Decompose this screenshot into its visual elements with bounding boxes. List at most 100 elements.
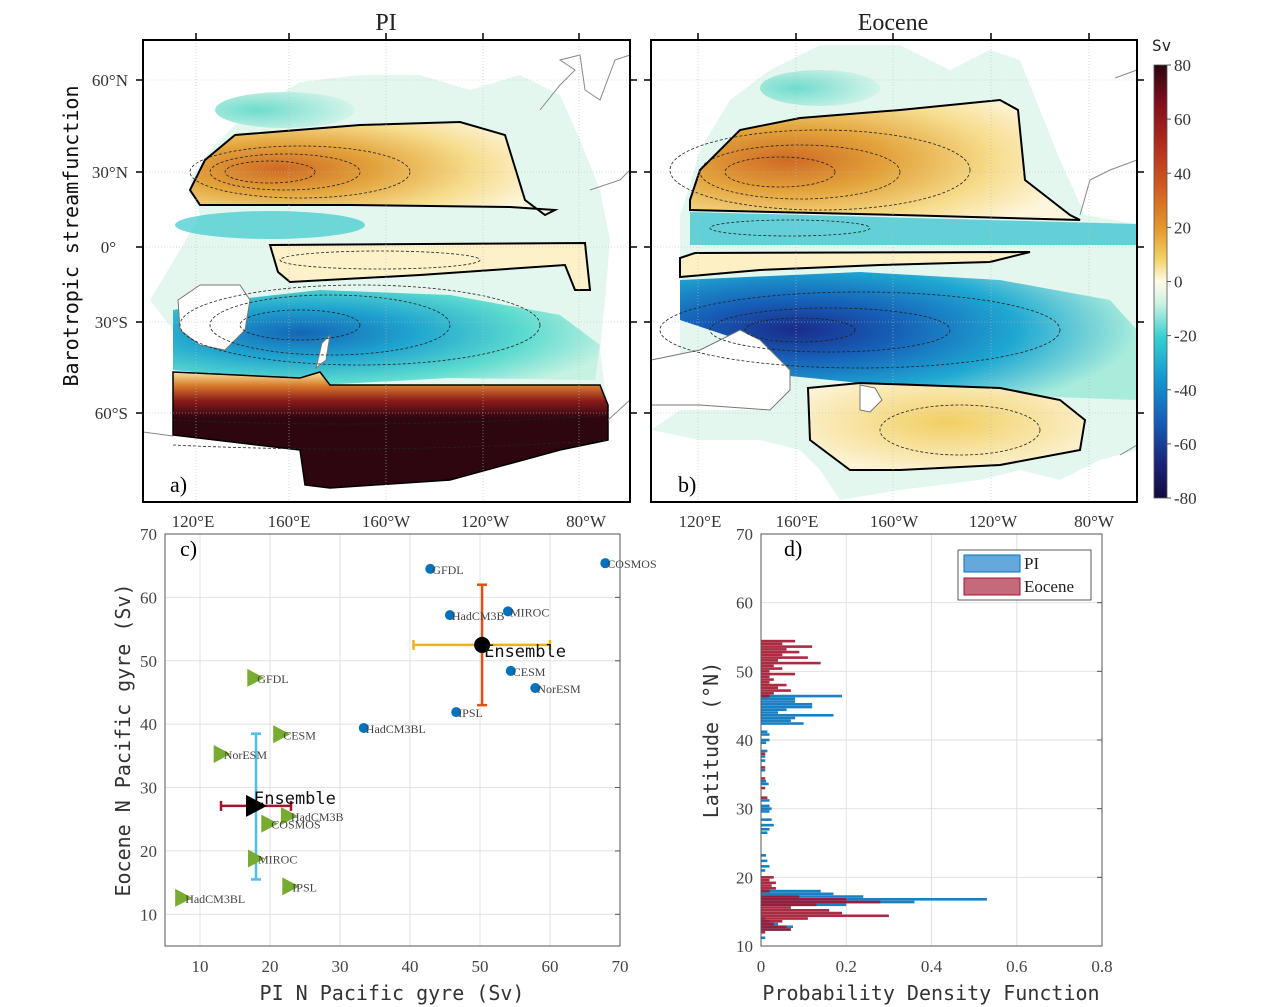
scatter-point-label: CESM — [283, 728, 316, 742]
histogram-bars — [761, 639, 987, 940]
histogram-bar-pi — [761, 708, 787, 712]
scatter-point-circle — [358, 722, 369, 733]
histogram-tick-labels: 0 0.2 0.4 0.6 0.8 10 20 30 40 50 60 70 — [736, 525, 1113, 976]
scatter-xtick-label: 20 — [262, 957, 279, 976]
histogram-bar-eocene — [761, 908, 830, 912]
histogram-bar-pi — [761, 895, 864, 898]
histogram-ylabel: Latitude (°N) — [699, 662, 723, 819]
histogram-bar-pi — [761, 859, 768, 863]
scatter-tick-labels: 10 20 30 40 50 60 70 10 20 30 40 50 60 70 — [140, 525, 629, 976]
lat-tick: 60°N — [92, 71, 128, 90]
scatter-frame — [164, 533, 621, 947]
histogram-xtick-label: 0.4 — [921, 957, 943, 976]
histogram-bar-pi — [761, 782, 769, 786]
histogram-bar-pi — [761, 807, 772, 810]
scatter-point-circle — [503, 606, 513, 617]
panel-b-map: Eocene — [644, 10, 1144, 531]
histogram-bar-eocene — [761, 752, 766, 756]
scatter-point-circle — [444, 610, 455, 621]
histogram-bar-eocene — [761, 692, 774, 695]
scatter-point-label: COSMOS — [271, 818, 320, 832]
lon-tick: 160°E — [776, 512, 819, 531]
histogram-bar-pi — [761, 779, 767, 783]
histogram-bar-eocene — [761, 667, 783, 670]
histogram-bar-eocene — [761, 917, 808, 920]
map-ylabel: Barotropic streamfunction — [59, 85, 83, 386]
histogram-bar-eocene — [761, 686, 779, 690]
histogram-bar-eocene — [761, 925, 787, 929]
panel-b-title: Eocene — [858, 10, 929, 36]
lat-tick: 30°S — [95, 313, 128, 332]
colorbar-tick-label: 40 — [1174, 164, 1191, 183]
scatter-point-label: HadCM3BL — [366, 722, 426, 736]
histogram-bar-pi — [761, 823, 774, 827]
lon-tick: 120°W — [461, 512, 510, 531]
lon-tick: 160°W — [870, 512, 919, 531]
scatter-point-label: HadCM3BL — [185, 892, 245, 906]
scatter-point-label: GFDL — [257, 672, 288, 686]
scatter-point-circle — [530, 683, 541, 694]
eocene-north-subtropical-gyre — [689, 98, 1081, 221]
eocene-equatorial-band — [679, 251, 1031, 279]
colorbar-tick-label: 80 — [1174, 56, 1191, 75]
histogram-bar-eocene — [761, 639, 796, 643]
histogram-ytick-label: 70 — [736, 525, 753, 544]
histogram-bar-eocene — [761, 900, 881, 904]
histogram-bar-pi — [761, 716, 796, 720]
histogram-legend[interactable]: PI Eocene — [957, 549, 1092, 601]
scatter-xtick-label: 70 — [612, 957, 629, 976]
histogram-bar-pi — [761, 827, 770, 831]
scatter-point-circle — [505, 665, 516, 676]
histogram-bar-pi — [761, 702, 813, 706]
histogram-bar-eocene — [761, 675, 770, 679]
eocene-ticks — [644, 33, 1144, 414]
histogram-bar-pi — [761, 831, 768, 834]
histogram-bar-eocene — [761, 914, 889, 918]
colorbar-tick-label: 60 — [1174, 110, 1191, 129]
lon-tick: 160°W — [362, 512, 411, 531]
histogram-bar-pi — [761, 892, 834, 896]
histogram-bar-eocene — [761, 796, 768, 799]
scatter-ylabel: Eocene N Pacific gyre (Sv) — [111, 583, 135, 896]
lat-tick: 0° — [101, 238, 116, 257]
histogram-bar-eocene — [761, 642, 783, 646]
scatter-point-triangle — [247, 668, 265, 687]
pi-gridlines — [143, 40, 630, 502]
histogram-bar-pi — [761, 889, 821, 893]
legend-swatch-pi — [963, 554, 1021, 573]
pi-subpolar-gyre — [215, 92, 355, 128]
scatter-point-triangle — [261, 814, 279, 833]
lon-tick: 80°W — [566, 512, 607, 531]
histogram-bar-pi — [761, 936, 766, 940]
scatter-point-label: IPSL — [292, 880, 317, 894]
scatter-point-label: NorESM — [224, 748, 268, 762]
legend-swatch-eocene — [963, 577, 1021, 596]
histogram-bar-eocene — [761, 653, 783, 657]
histogram-bar-eocene — [761, 928, 791, 931]
eocene-south-yellow-gyre — [806, 381, 1087, 471]
panel-b-label: b) — [678, 472, 696, 497]
histogram-bar-eocene — [761, 786, 766, 790]
histogram-bar-pi — [761, 711, 779, 714]
panel-d-histogram: 0 0.2 0.4 0.6 0.8 10 20 30 40 50 60 70 d) PI Eocene… — [699, 525, 1113, 1005]
pi-acc-band — [172, 371, 609, 489]
histogram-bar-pi — [761, 719, 791, 723]
pi-land-new-zealand — [315, 333, 331, 370]
histogram-bar-pi — [761, 705, 813, 709]
histogram-bar-eocene — [761, 887, 776, 890]
scatter-ytick-label: 20 — [140, 842, 157, 861]
scatter-xtick-label: 40 — [402, 957, 419, 976]
ensemble-label: Ensemble — [254, 789, 336, 809]
histogram-bar-eocene — [761, 884, 772, 887]
histogram-bar-pi — [761, 733, 770, 736]
histogram-ytick-label: 30 — [736, 800, 753, 819]
histogram-bar-pi — [761, 713, 834, 717]
panel-d-label: d) — [784, 536, 802, 561]
colorbar-tick-label: 20 — [1174, 218, 1191, 237]
colorbar: Sv 80 60 40 20 0 -20 -40 -60 -80 — [1152, 36, 1197, 508]
scatter-point-label: CESM — [513, 665, 546, 679]
scatter-point-label: MIROC — [258, 853, 297, 867]
